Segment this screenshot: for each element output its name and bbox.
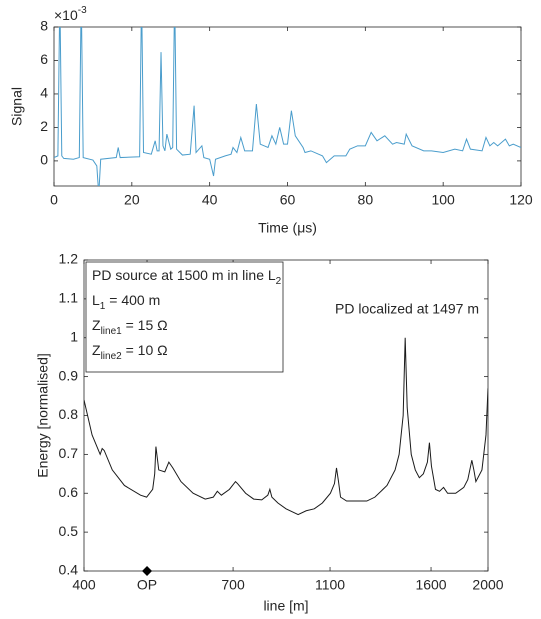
x-tick-label: 60 bbox=[280, 192, 296, 208]
y-axis-label: Signal bbox=[9, 87, 25, 126]
text-part: -3 bbox=[78, 5, 87, 16]
text-part: PD source at 1500 m in line L bbox=[92, 267, 276, 283]
text-part: Z bbox=[92, 342, 101, 358]
annotation-line: Zline1 = 15 Ω bbox=[92, 317, 168, 337]
x-tick-label: 0 bbox=[50, 192, 58, 208]
text-part: = 400 m bbox=[105, 292, 160, 308]
text-part: line2 bbox=[101, 351, 123, 362]
y-tick-label: 1 bbox=[70, 328, 78, 344]
y-tick-label: 0 bbox=[40, 152, 48, 168]
text-part: L bbox=[92, 292, 100, 308]
data-line bbox=[54, 27, 521, 186]
y-tick-label: 0.5 bbox=[59, 523, 79, 539]
annotation-line: Zline2 = 10 Ω bbox=[92, 342, 168, 362]
annotation: PD localized at 1497 m bbox=[335, 301, 479, 317]
y-tick-label: 0.6 bbox=[59, 484, 79, 500]
axes-frame bbox=[53, 26, 522, 187]
x-axis-label: Time (μs) bbox=[258, 220, 317, 236]
x-tick-label: 120 bbox=[509, 192, 533, 208]
y-tick-label: 1.2 bbox=[59, 251, 79, 267]
annotation-line: PD source at 1500 m in line L2 bbox=[92, 267, 282, 287]
y-axis-label: Energy [normalised] bbox=[35, 353, 51, 478]
axis-multiplier: ×10-3 bbox=[54, 5, 87, 23]
x-tick-label: OP bbox=[137, 577, 157, 593]
x-axis-label: line [m] bbox=[263, 598, 308, 614]
text-part: ×10 bbox=[54, 7, 78, 23]
text-part: = 15 Ω bbox=[122, 317, 168, 333]
x-tick-label: 100 bbox=[431, 192, 455, 208]
y-tick-label: 1.1 bbox=[59, 290, 79, 306]
text-part: line1 bbox=[101, 326, 123, 337]
text-part: 2 bbox=[276, 276, 282, 287]
x-tick-label: 400 bbox=[72, 577, 96, 593]
y-tick-label: 0.9 bbox=[59, 367, 79, 383]
marker bbox=[142, 566, 153, 576]
x-tick-label: 2000 bbox=[472, 577, 503, 593]
y-tick-label: 0.8 bbox=[59, 406, 79, 422]
x-tick-label: 1100 bbox=[315, 577, 345, 593]
text-part: 1 bbox=[100, 301, 106, 312]
x-tick-label: 80 bbox=[358, 192, 374, 208]
x-tick-label: 700 bbox=[221, 577, 245, 593]
annotation-box bbox=[85, 261, 284, 373]
y-tick-label: 8 bbox=[40, 18, 48, 34]
data-line bbox=[84, 337, 488, 516]
y-tick-label: 6 bbox=[40, 51, 48, 67]
x-tick-label: 20 bbox=[124, 192, 140, 208]
text-part: = 10 Ω bbox=[122, 342, 168, 358]
y-tick-label: 2 bbox=[40, 118, 48, 134]
annotation-line: L1 = 400 m bbox=[92, 292, 160, 312]
x-tick-label: 40 bbox=[202, 192, 218, 208]
y-tick-label: 4 bbox=[40, 85, 48, 101]
x-tick-label: 1600 bbox=[415, 577, 446, 593]
text-part: Z bbox=[92, 317, 101, 333]
y-tick-label: 0.4 bbox=[59, 562, 79, 578]
y-tick-label: 0.7 bbox=[59, 445, 79, 461]
